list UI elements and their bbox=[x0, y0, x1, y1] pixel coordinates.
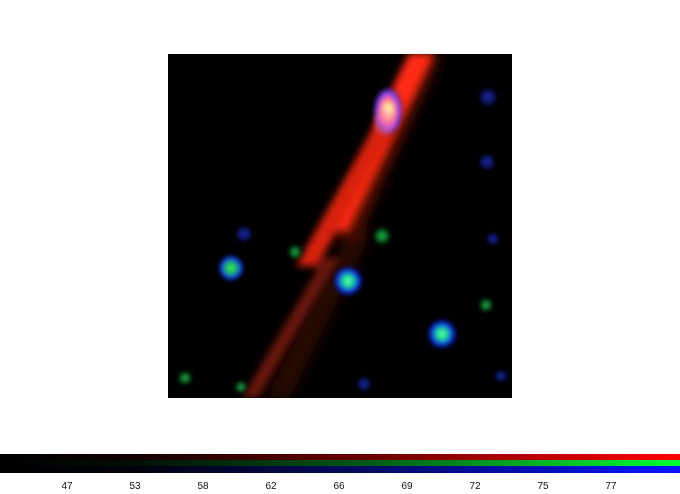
colorbar-tick-labels: 47 53 58 62 66 69 72 75 77 bbox=[0, 480, 680, 494]
blue-channel-colorbar bbox=[0, 466, 680, 473]
colorbar-tick-label: 75 bbox=[537, 481, 549, 492]
colorbar-tick-label: 69 bbox=[401, 481, 413, 492]
rgb-image bbox=[168, 54, 512, 398]
colorbar-tick-label: 47 bbox=[61, 481, 73, 492]
rgb-image-view[interactable] bbox=[168, 54, 512, 398]
colorbar-tick-label: 72 bbox=[469, 481, 481, 492]
colorbar-tick-label: 53 bbox=[129, 481, 141, 492]
red-channel-colorbar bbox=[0, 454, 680, 460]
colorbar-tick-label: 66 bbox=[333, 481, 345, 492]
colorbar-tick-label: 58 bbox=[197, 481, 209, 492]
rgb-colorbar[interactable] bbox=[0, 454, 680, 473]
colorbar-tick-label: 62 bbox=[265, 481, 277, 492]
colorbar-gradient bbox=[0, 454, 680, 473]
green-channel-colorbar bbox=[0, 460, 680, 466]
colorbar-tick-label: 77 bbox=[605, 481, 617, 492]
